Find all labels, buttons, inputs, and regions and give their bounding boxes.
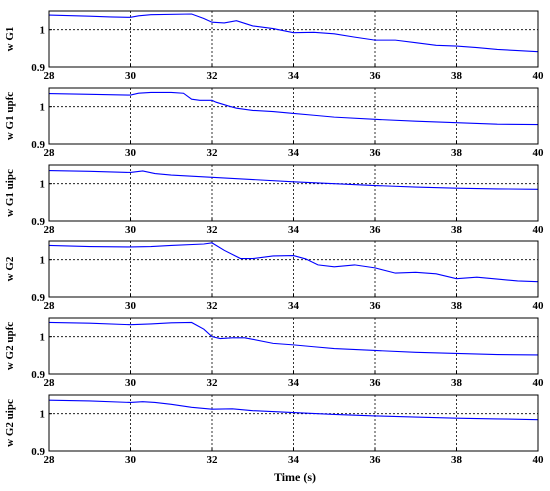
series-line [48, 242, 539, 283]
x-tick-label: 36 [370, 147, 382, 159]
series-line [48, 170, 539, 190]
x-tick-label: 38 [451, 454, 463, 466]
x-tick-label: 36 [370, 70, 382, 82]
y-tick-label: 1 [40, 409, 46, 421]
y-tick-label: 1 [40, 25, 46, 37]
x-tick-label: 38 [451, 70, 463, 82]
x-tick-label: 30 [125, 147, 137, 159]
x-tick-label: 28 [44, 377, 56, 389]
x-tick-label: 32 [207, 224, 219, 236]
y-axis-label: w G2 upfc [4, 322, 16, 370]
x-tick-label: 40 [533, 300, 545, 312]
x-axis-label: Time (s) [274, 470, 316, 484]
x-tick-label: 40 [533, 147, 545, 159]
x-tick-label: 30 [125, 70, 137, 82]
x-tick-label: 30 [125, 224, 137, 236]
y-axis-label: w G1 uipc [4, 169, 16, 217]
x-tick-label: 32 [207, 300, 219, 312]
y-axis-label: w G2 [4, 256, 16, 281]
x-tick-label: 38 [451, 147, 463, 159]
subplot-6: 28 30 32 34 36 38 40 0.9 1 w G2 uipc [4, 394, 545, 466]
subplot-5: 28 30 32 34 36 38 40 0.9 1 w G2 upfc [4, 317, 545, 389]
x-tick-label: 32 [207, 454, 219, 466]
x-tick-label: 34 [288, 147, 300, 159]
x-tick-label: 34 [288, 454, 300, 466]
y-tick-label: 1 [40, 255, 46, 267]
x-tick-label: 28 [44, 454, 56, 466]
x-tick-label: 36 [370, 224, 382, 236]
series-line [48, 321, 539, 356]
x-tick-label: 32 [207, 147, 219, 159]
x-tick-label: 38 [451, 300, 463, 312]
series-line [48, 13, 539, 53]
y-tick-label: 0.9 [31, 62, 45, 74]
y-tick-label: 0.9 [31, 139, 45, 151]
x-tick-label: 32 [207, 377, 219, 389]
x-tick-label: 40 [533, 70, 545, 82]
y-axis-label: w G1 [4, 27, 16, 52]
x-tick-label: 40 [533, 377, 545, 389]
x-tick-label: 40 [533, 224, 545, 236]
x-tick-label: 38 [451, 377, 463, 389]
x-tick-label: 32 [207, 70, 219, 82]
series-line [48, 399, 539, 421]
x-tick-label: 34 [288, 70, 300, 82]
x-tick-label: 30 [125, 454, 137, 466]
x-tick-label: 28 [44, 224, 56, 236]
y-axis-label: w G1 upfc [4, 92, 16, 140]
x-tick-label: 28 [44, 147, 56, 159]
subplot-2: 28 30 32 34 36 38 40 0.9 1 w G1 upfc [4, 87, 545, 159]
x-tick-label: 30 [125, 300, 137, 312]
x-tick-label: 40 [533, 454, 545, 466]
x-tick-label: 38 [451, 224, 463, 236]
y-axis-label: w G2 uipc [4, 399, 16, 447]
y-tick-label: 1 [40, 332, 46, 344]
x-tick-label: 30 [125, 377, 137, 389]
y-tick-label: 0.9 [31, 369, 45, 381]
x-tick-label: 28 [44, 300, 56, 312]
x-tick-label: 36 [370, 454, 382, 466]
y-tick-label: 1 [40, 179, 46, 191]
subplot-3: 28 30 32 34 36 38 40 0.9 1 w G1 uipc [4, 164, 545, 236]
y-tick-label: 0.9 [31, 216, 45, 228]
x-tick-label: 36 [370, 377, 382, 389]
x-tick-label: 36 [370, 300, 382, 312]
subplot-4: 28 30 32 34 36 38 40 0.9 1 w G2 [4, 240, 545, 312]
x-tick-label: 34 [288, 224, 300, 236]
y-tick-label: 1 [40, 102, 46, 114]
x-tick-label: 34 [288, 300, 300, 312]
subplots: 28 30 32 34 36 38 40 0.9 1 w G1 28 30 32 34 36 38 40 0.9 1… [4, 10, 545, 466]
subplot-1: 28 30 32 34 36 38 40 0.9 1 w G1 [4, 10, 545, 82]
x-tick-label: 34 [288, 377, 300, 389]
x-tick-label: 28 [44, 70, 56, 82]
series-line [48, 91, 539, 126]
y-tick-label: 0.9 [31, 446, 45, 458]
y-tick-label: 0.9 [31, 292, 45, 304]
